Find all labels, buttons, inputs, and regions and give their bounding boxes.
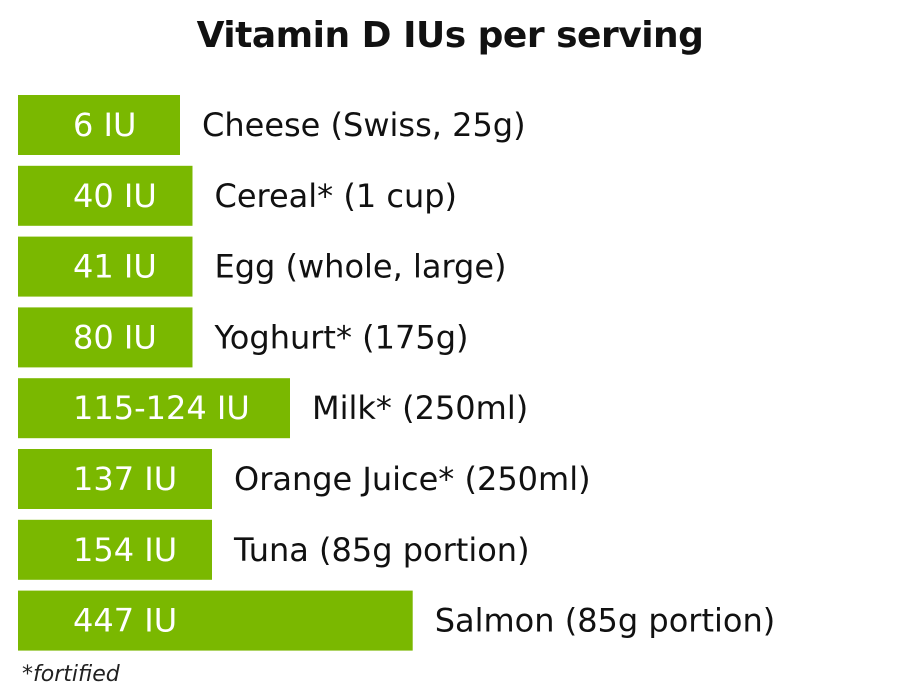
bar-7 <box>18 519 212 580</box>
bar-value-label: 154 IU <box>73 531 177 569</box>
bar-value-label: 80 IU <box>73 318 157 356</box>
bar-3 <box>18 236 193 297</box>
bar-value-label: 115-124 IU <box>73 389 250 427</box>
category-label: Orange Juice* (250ml) <box>234 460 591 498</box>
bar-6 <box>18 449 212 509</box>
category-label: Yoghurt* (175g) <box>214 318 469 356</box>
bar-value-label: 41 IU <box>73 248 157 286</box>
bar-4 <box>18 307 193 368</box>
category-label: Cereal* (1 cup) <box>215 177 458 215</box>
category-label: Egg (whole, large) <box>215 248 507 286</box>
bar-value-label: 40 IU <box>73 177 157 215</box>
bars-layer: 6 IU Cheese (Swiss, 25g) 40 IU Cereal* (1 c… <box>18 95 775 651</box>
bar-value-label: 447 IU <box>73 602 177 640</box>
bar-8 <box>18 590 413 651</box>
bar-2 <box>18 165 193 226</box>
bar-value-label: 6 IU <box>73 106 136 144</box>
category-label: Salmon (85g portion) <box>435 602 776 640</box>
bar-5 <box>18 378 290 439</box>
footnote: *fortified <box>22 662 120 687</box>
bar-value-label: 137 IU <box>73 460 177 498</box>
category-label: Tuna (85g portion) <box>233 531 530 569</box>
chart-title: Vitamin D IUs per serving <box>196 15 704 56</box>
category-label: Cheese (Swiss, 25g) <box>202 106 526 144</box>
bar-1 <box>18 95 180 155</box>
category-label: Milk* (250ml) <box>312 389 528 427</box>
